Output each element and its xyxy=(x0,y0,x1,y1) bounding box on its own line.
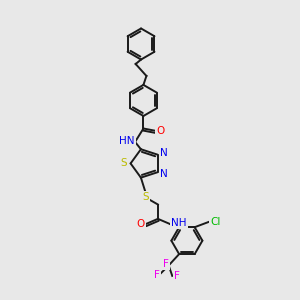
Text: S: S xyxy=(142,192,149,202)
Text: HN: HN xyxy=(119,136,134,146)
Text: N: N xyxy=(160,169,167,179)
Text: O: O xyxy=(156,126,165,136)
Text: F: F xyxy=(164,259,169,269)
Text: NH: NH xyxy=(171,218,187,228)
Text: F: F xyxy=(174,272,180,281)
Text: F: F xyxy=(154,270,160,280)
Text: N: N xyxy=(160,148,167,158)
Text: Cl: Cl xyxy=(210,217,221,227)
Text: O: O xyxy=(136,219,144,229)
Text: S: S xyxy=(121,158,127,168)
